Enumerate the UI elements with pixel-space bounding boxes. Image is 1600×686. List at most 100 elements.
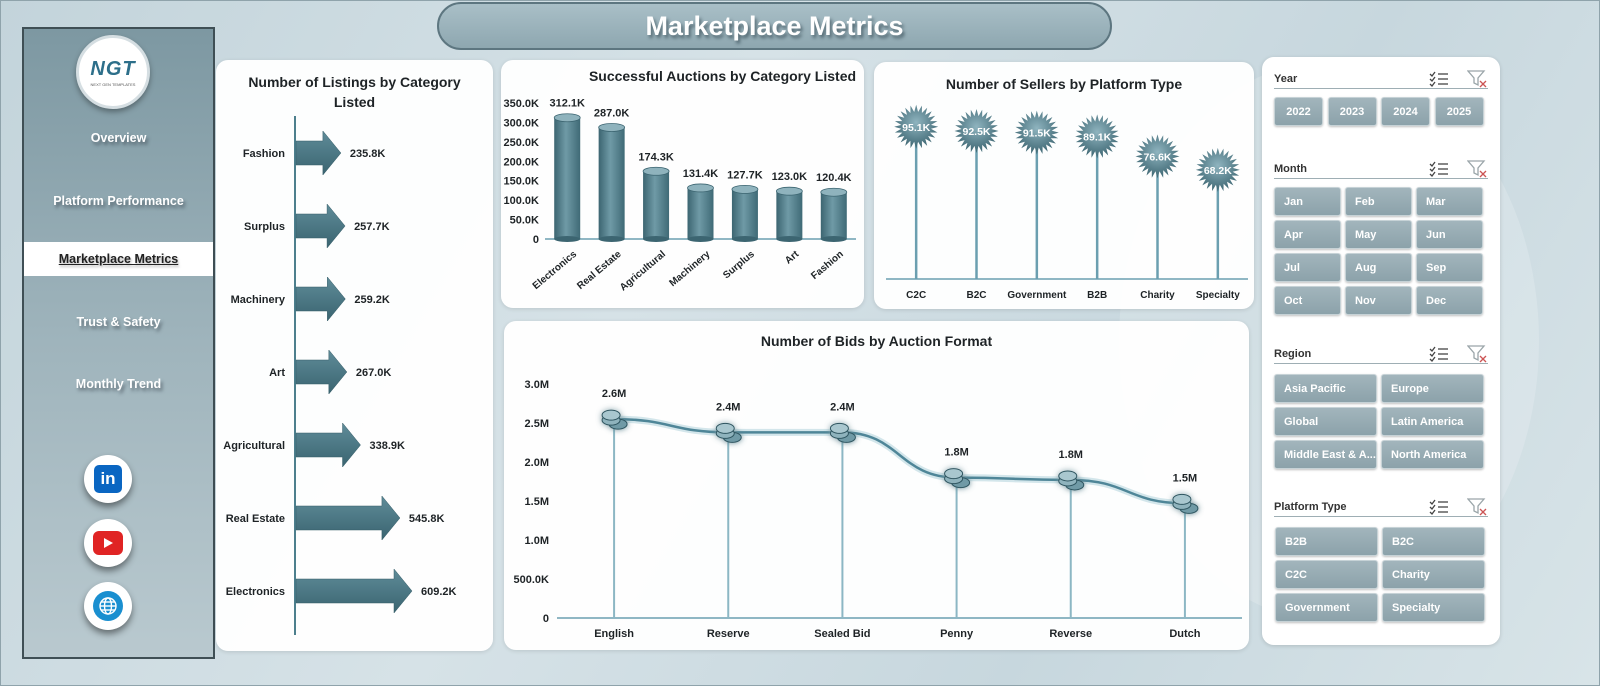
listings-value-label: 257.7K bbox=[354, 221, 390, 233]
sellers-value-label: 92.5K bbox=[962, 126, 990, 138]
region-slicer-header: Region bbox=[1274, 344, 1488, 364]
year-option[interactable]: 2023 bbox=[1327, 97, 1377, 126]
year-option[interactable]: 2025 bbox=[1434, 97, 1484, 126]
year-option[interactable]: 2022 bbox=[1274, 97, 1323, 126]
bids-card: Number of Bids by Auction Format 0 500.0K… bbox=[504, 321, 1249, 650]
bids-chart: 0 500.0K 1.0M 1.5M 2.0M 2.5M 3.0M 2.6M English 2.… bbox=[514, 379, 1242, 640]
platform-option[interactable]: B2C bbox=[1382, 527, 1485, 556]
clear-filter-icon[interactable] bbox=[1466, 344, 1488, 363]
sellers-marker bbox=[1014, 110, 1059, 155]
platform-option[interactable]: Specialty bbox=[1382, 593, 1485, 622]
month-option[interactable]: May bbox=[1345, 220, 1412, 249]
listings-bar bbox=[295, 349, 348, 395]
platform-option[interactable]: C2C bbox=[1275, 560, 1378, 589]
region-option[interactable]: Global bbox=[1274, 407, 1377, 436]
month-option[interactable]: Dec bbox=[1416, 286, 1483, 315]
listings-bar bbox=[295, 130, 342, 176]
bids-category-label: Dutch bbox=[1169, 628, 1200, 640]
auctions-ytick-label: 250.0K bbox=[504, 137, 540, 149]
listings-value-label: 259.2K bbox=[354, 294, 390, 306]
listings-value-label: 609.2K bbox=[421, 586, 457, 598]
linkedin-button[interactable]: in bbox=[84, 455, 132, 503]
listings-value-label: 267.0K bbox=[356, 367, 392, 379]
website-button[interactable] bbox=[84, 582, 132, 630]
month-option[interactable]: Feb bbox=[1345, 187, 1412, 216]
bids-ytick-label: 2.5M bbox=[525, 418, 549, 430]
platform-option[interactable]: B2B bbox=[1275, 527, 1378, 556]
month-option[interactable]: Jul bbox=[1274, 253, 1341, 282]
year-slicer-title: Year bbox=[1274, 72, 1298, 85]
month-option[interactable]: Apr bbox=[1274, 220, 1341, 249]
nav-overview[interactable]: Overview bbox=[90, 131, 147, 145]
linkedin-icon-text: in bbox=[100, 469, 116, 488]
sellers-marker bbox=[1135, 134, 1180, 179]
nav-monthly-trend[interactable]: Monthly Trend bbox=[75, 377, 162, 391]
year-option[interactable]: 2024 bbox=[1381, 97, 1430, 126]
youtube-button[interactable] bbox=[84, 519, 132, 567]
month-option[interactable]: Nov bbox=[1345, 286, 1412, 315]
month-option[interactable]: Sep bbox=[1416, 253, 1483, 282]
clear-filter-icon[interactable] bbox=[1466, 69, 1488, 88]
bids-ytick-label: 500.0K bbox=[514, 574, 550, 586]
region-option[interactable]: Europe bbox=[1381, 374, 1484, 403]
sellers-chart: 95.1K C2C 92.5K B2C 91.5K Government 89.1K B2B 7… bbox=[886, 104, 1248, 301]
region-option[interactable]: Middle East & A... bbox=[1274, 440, 1377, 469]
listings-value-label: 338.9K bbox=[370, 440, 406, 452]
listings-category-label: Fashion bbox=[243, 148, 285, 160]
month-option[interactable]: Aug bbox=[1345, 253, 1412, 282]
bids-value-label: 2.6M bbox=[602, 388, 626, 400]
auctions-value-label: 174.3K bbox=[638, 151, 674, 163]
sellers-category-label: B2C bbox=[966, 290, 986, 301]
sellers-marker bbox=[894, 104, 939, 149]
auctions-bar-base bbox=[820, 236, 847, 242]
clear-filter-icon[interactable] bbox=[1466, 159, 1488, 178]
platform-option[interactable]: Charity bbox=[1382, 560, 1485, 589]
page-title: Marketplace Metrics bbox=[645, 10, 904, 41]
region-option[interactable]: Asia Pacific bbox=[1274, 374, 1377, 403]
sellers-category-label: Charity bbox=[1140, 290, 1175, 301]
auctions-value-label: 312.1K bbox=[549, 98, 585, 110]
multi-select-icon[interactable] bbox=[1428, 70, 1450, 88]
multi-select-icon[interactable] bbox=[1428, 345, 1450, 363]
listings-value-label: 235.8K bbox=[350, 148, 386, 160]
listings-category-label: Real Estate bbox=[226, 513, 285, 525]
clear-filter-icon[interactable] bbox=[1466, 497, 1488, 516]
listings-bar bbox=[295, 495, 401, 541]
multi-select-icon[interactable] bbox=[1428, 160, 1450, 178]
sellers-value-label: 68.2K bbox=[1204, 165, 1232, 177]
nav-trust-safety[interactable]: Trust & Safety bbox=[76, 315, 161, 329]
bids-category-label: Sealed Bid bbox=[814, 628, 870, 640]
page-title-banner: Marketplace Metrics bbox=[437, 2, 1112, 50]
nav-platform-performance[interactable]: Platform Performance bbox=[53, 194, 184, 208]
month-option[interactable]: Oct bbox=[1274, 286, 1341, 315]
auctions-value-label: 287.0K bbox=[594, 107, 630, 119]
bids-ytick-label: 1.5M bbox=[525, 496, 549, 508]
region-option[interactable]: Latin America bbox=[1381, 407, 1484, 436]
listings-bar bbox=[295, 568, 413, 614]
nav-marketplace-metrics[interactable]: Marketplace Metrics bbox=[24, 242, 213, 276]
auctions-value-label: 127.7K bbox=[727, 169, 763, 181]
month-slicer-title: Month bbox=[1274, 162, 1307, 175]
bids-value-label: 1.8M bbox=[944, 447, 968, 459]
month-option[interactable]: Jun bbox=[1416, 220, 1483, 249]
bids-value-label: 1.8M bbox=[1059, 449, 1083, 461]
region-option[interactable]: North America bbox=[1381, 440, 1484, 469]
logo: NGT NEXT GEN TEMPLATES bbox=[76, 35, 150, 109]
auctions-ytick-label: 200.0K bbox=[504, 156, 540, 168]
platform-slicer-title: Platform Type bbox=[1274, 500, 1347, 513]
sellers-category-label: C2C bbox=[906, 290, 926, 301]
bids-line bbox=[614, 417, 1185, 505]
bids-ytick-label: 2.0M bbox=[525, 457, 549, 469]
listings-category-label: Art bbox=[269, 367, 285, 379]
sellers-value-label: 89.1K bbox=[1083, 131, 1111, 143]
auctions-ytick-label: 300.0K bbox=[504, 117, 540, 129]
auctions-category-label: Electronics bbox=[531, 249, 580, 292]
listings-category-label: Electronics bbox=[226, 586, 285, 598]
year-slicer-header: Year bbox=[1274, 69, 1488, 89]
sellers-category-label: Specialty bbox=[1196, 290, 1240, 301]
multi-select-icon[interactable] bbox=[1428, 498, 1450, 516]
bids-value-label: 2.4M bbox=[716, 401, 740, 413]
month-option[interactable]: Jan bbox=[1274, 187, 1341, 216]
month-option[interactable]: Mar bbox=[1416, 187, 1483, 216]
platform-option[interactable]: Government bbox=[1275, 593, 1378, 622]
